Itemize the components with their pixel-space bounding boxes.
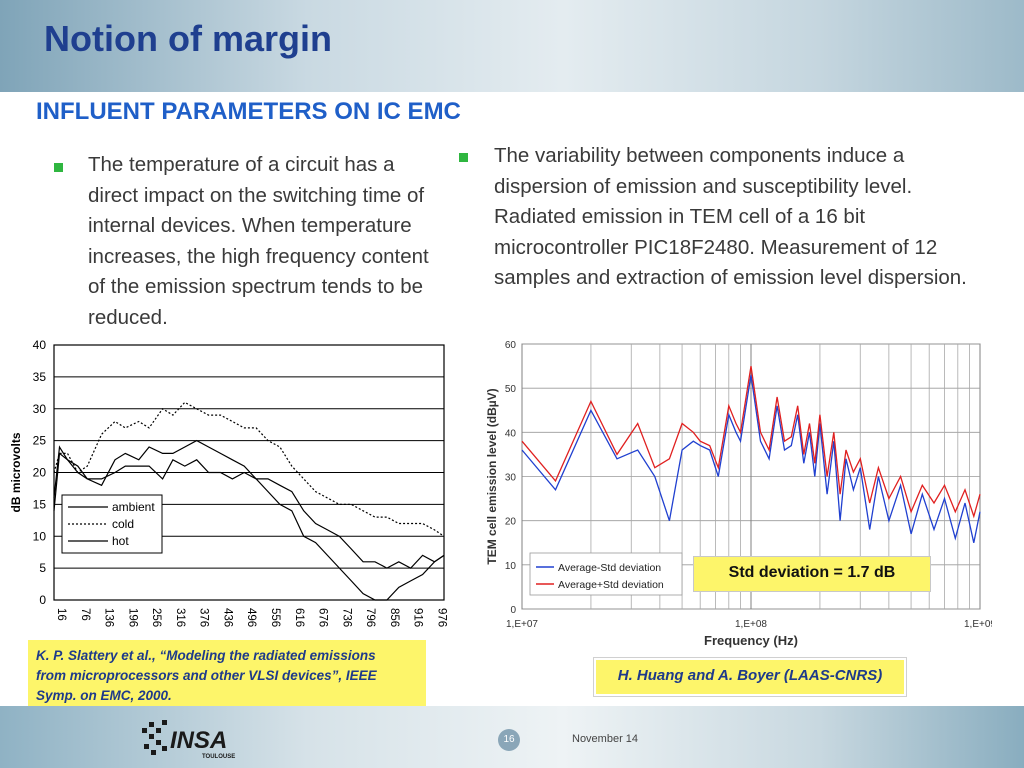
x-tick-label: 1,E+07 — [506, 619, 538, 630]
bullet-marker-1 — [54, 163, 63, 172]
temperature-emission-chart: 0 5 10 15 20 25 30 35 40 16 76 136 196 256 316 376 436 49… — [9, 338, 447, 651]
bullet-line: microcontroller PIC18F2480. Measurement … — [494, 235, 938, 259]
series-line-average-std-deviation — [521, 365, 981, 519]
x-tick-label: 376 — [198, 608, 210, 627]
y-tick-label: 20 — [33, 466, 47, 480]
title-bar — [0, 0, 1024, 92]
reference-box: K. P. Slattery et al., “Modeling the rad… — [28, 640, 426, 710]
x-tick-label: 196 — [126, 608, 138, 627]
y-tick-label: 40 — [33, 338, 47, 352]
legend-label: Average-Std deviation — [558, 562, 661, 574]
bullet-line: reduced. — [88, 305, 168, 329]
reference-text: K. P. Slattery et al., “Modeling the rad… — [36, 646, 422, 706]
x-tick-label: 1,E+08 — [735, 619, 767, 630]
y-tick-label: 35 — [33, 370, 47, 384]
page-number: 16 — [498, 729, 520, 751]
reference-line: K. P. Slattery et al., “Modeling the rad… — [36, 648, 376, 663]
series-line-hot — [53, 452, 445, 601]
legend-box — [61, 494, 163, 554]
section-subtitle: INFLUENT PARAMETERS ON IC EMC — [36, 98, 461, 125]
y-tick-label: 15 — [33, 497, 47, 511]
y-tick-label: 10 — [505, 561, 517, 572]
logo-subtext: TOULOUSE — [202, 754, 235, 760]
x-tick-label: 136 — [103, 608, 115, 627]
x-tick-label: 436 — [221, 608, 233, 627]
y-tick-label: 60 — [505, 340, 517, 351]
legend-label: hot — [112, 534, 129, 548]
x-tick-label: 1,E+09 — [964, 619, 992, 630]
footer-date: November 14 — [572, 733, 639, 745]
x-tick-label: 76 — [79, 608, 91, 621]
x-tick-label: 796 — [364, 608, 376, 627]
reference-line: from microprocessors and other VLSI devi… — [36, 668, 377, 683]
page-title: Notion of margin — [44, 18, 332, 59]
legend-label: ambient — [112, 500, 155, 514]
bullet-temperature: The temperature of a circuit has a direc… — [88, 150, 448, 333]
x-tick-label: 916 — [412, 608, 424, 627]
series-line-cold — [53, 401, 445, 537]
credit-text: H. Huang and A. Boyer (LAAS-CNRS) — [617, 667, 883, 684]
x-tick-label: 616 — [293, 608, 305, 627]
y-tick-label: 10 — [33, 529, 47, 543]
x-tick-label: 856 — [388, 608, 400, 627]
x-axis-label: Frequency (Hz) — [704, 633, 798, 648]
tem-cell-emission-chart: 0 10 20 30 40 50 60 1,E+07 1,E+08 1,E+09 TEM cell … — [485, 340, 992, 648]
x-tick-label: 496 — [245, 608, 257, 627]
y-tick-label: 30 — [33, 402, 47, 416]
bullet-line: direct impact on the switching time of — [88, 183, 425, 207]
bullet-line: dispersion of emission and susceptibilit… — [494, 174, 913, 198]
y-tick-label: 40 — [505, 428, 517, 439]
y-axis-label: TEM cell emission level (dBµV) — [485, 388, 499, 564]
bullet-variability: The variability between components induc… — [494, 141, 994, 294]
y-axis-label: dB microvolts — [9, 432, 23, 512]
bullet-line: The temperature of a circuit has a — [88, 153, 395, 176]
std-deviation-box: Std deviation = 1.7 dB — [693, 556, 931, 592]
y-tick-label: 20 — [505, 517, 517, 528]
bullet-line: samples and extraction of emission level… — [494, 266, 967, 289]
legend-label: cold — [112, 517, 134, 531]
y-tick-label: 50 — [505, 384, 517, 395]
insa-logo: INSA TOULOUSE — [142, 720, 235, 760]
bullet-line: increases, the high frequency content — [88, 244, 429, 268]
series-line-average-std-deviation — [521, 374, 981, 543]
bullet-marker-2 — [459, 153, 468, 162]
x-tick-label: 16 — [55, 608, 67, 621]
y-tick-label: 30 — [505, 473, 517, 484]
y-tick-label: 25 — [33, 434, 47, 448]
x-tick-label: 316 — [174, 608, 186, 627]
y-tick-label: 0 — [39, 593, 46, 607]
bullet-line: Radiated emission in TEM cell of a 16 bi… — [494, 205, 866, 228]
logo-text: INSA — [170, 727, 227, 754]
x-tick-label: 676 — [317, 608, 329, 627]
bullet-line: of the emission spectrum tends to be — [88, 275, 424, 298]
y-tick-label: 0 — [510, 605, 516, 616]
x-tick-label: 736 — [340, 608, 352, 627]
legend-label: Average+Std deviation — [558, 579, 664, 591]
x-tick-label: 556 — [269, 608, 281, 627]
std-deviation-label: Std deviation = 1.7 dB — [728, 564, 896, 581]
x-tick-label: 256 — [150, 608, 162, 627]
bullet-line: The variability between components induc… — [494, 144, 905, 167]
reference-line: Symp. on EMC, 2000. — [36, 688, 172, 703]
legend-box — [529, 552, 683, 596]
x-tick-label: 976 — [435, 608, 447, 627]
series-line-ambient — [53, 439, 445, 569]
y-tick-label: 5 — [39, 561, 46, 575]
bullet-line: internal devices. When temperature — [88, 214, 412, 237]
credit-box: H. Huang and A. Boyer (LAAS-CNRS) — [594, 658, 906, 696]
